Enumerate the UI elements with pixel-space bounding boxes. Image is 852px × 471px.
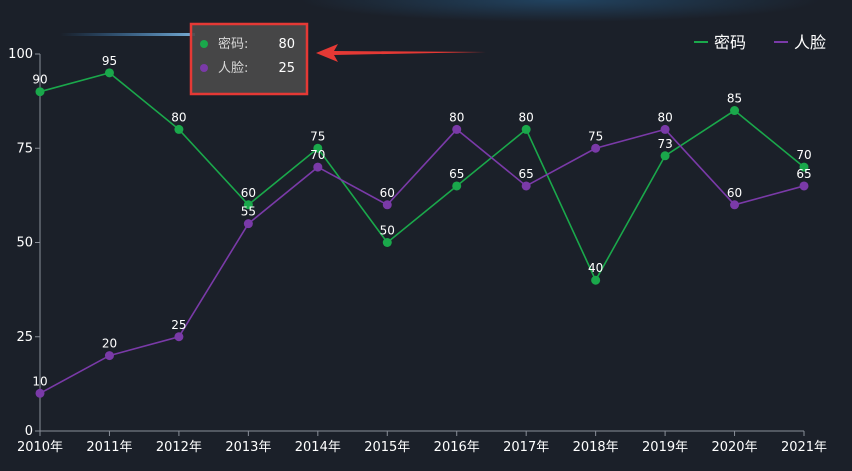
legend-item[interactable]: 密码 [694, 33, 746, 52]
series-layer [35, 68, 809, 398]
data-labels: 90 95 80 60 75 50 65 80 40 73 85 70 10 20 25 55 70 60 80 65… [32, 54, 811, 388]
data-label: 90 [32, 73, 47, 87]
tooltip-value: 25 [278, 61, 295, 76]
data-point[interactable] [799, 181, 809, 191]
series-line [39, 71, 805, 282]
data-label: 70 [310, 148, 325, 162]
tooltip-marker [200, 64, 208, 72]
light-streak [60, 33, 195, 36]
y-tick-label: 50 [16, 236, 33, 251]
y-tick-label: 100 [8, 47, 33, 62]
legend[interactable]: 密码 人脸 [694, 33, 826, 52]
data-label: 60 [241, 186, 256, 200]
tooltip-series-name: 密码: [218, 36, 248, 52]
data-point[interactable] [104, 351, 114, 361]
data-point[interactable] [452, 124, 462, 134]
data-label: 60 [380, 186, 395, 200]
tooltip-value: 80 [278, 37, 295, 52]
data-point[interactable] [799, 162, 809, 172]
data-label: 75 [310, 129, 325, 143]
data-point[interactable] [660, 151, 670, 161]
x-tick-label: 2014年 [295, 440, 341, 455]
x-tick-label: 2015年 [364, 440, 410, 455]
data-label: 25 [171, 318, 186, 332]
x-tick-label: 2021年 [781, 440, 827, 455]
data-label: 95 [102, 54, 117, 68]
x-tick-label: 2011年 [86, 440, 132, 455]
data-point[interactable] [591, 275, 601, 285]
x-tick-label: 2019年 [642, 440, 688, 455]
data-point[interactable] [35, 388, 45, 398]
data-label: 85 [727, 92, 742, 106]
tooltip-marker [200, 40, 208, 48]
legend-item[interactable]: 人脸 [774, 33, 826, 52]
x-tick-label: 2013年 [225, 440, 271, 455]
data-label: 20 [102, 337, 117, 351]
x-tick-label: 2010年 [17, 440, 63, 455]
series-line [39, 128, 805, 395]
legend-label: 人脸 [794, 33, 826, 52]
data-point[interactable] [660, 124, 670, 134]
data-label: 10 [32, 374, 47, 388]
y-tick-label: 75 [16, 141, 33, 156]
tooltip-arrow [316, 44, 486, 62]
data-point[interactable] [730, 106, 740, 116]
data-point[interactable] [382, 238, 392, 247]
data-label: 80 [657, 110, 672, 124]
data-point[interactable] [313, 143, 323, 153]
data-label: 80 [171, 110, 186, 124]
tooltip-box [189, 22, 309, 96]
x-tick-label: 2020年 [711, 440, 757, 455]
data-label: 55 [241, 205, 256, 219]
y-tick-label: 25 [16, 330, 33, 345]
tooltip: 密码: 80 人脸: 25 [189, 22, 309, 96]
data-point[interactable] [104, 68, 114, 78]
data-label: 65 [796, 167, 811, 181]
x-tick-label: 2017年 [503, 440, 549, 455]
data-label: 75 [588, 129, 603, 143]
data-point[interactable] [243, 200, 253, 210]
data-label: 60 [727, 186, 742, 200]
axes: 0 25 50 75 100 2010年 2011年 2012年 2013年 2014年 2015年… [8, 47, 827, 455]
annotation-arrow [316, 44, 486, 62]
data-point[interactable] [174, 124, 184, 134]
data-point[interactable] [382, 200, 392, 210]
data-point[interactable] [521, 124, 531, 134]
data-label: 40 [588, 261, 603, 275]
x-tick-label: 2016年 [434, 440, 480, 455]
data-label: 65 [519, 167, 534, 181]
data-point[interactable] [452, 181, 462, 191]
data-label: 73 [657, 137, 672, 151]
background-glow [300, 0, 820, 22]
data-label: 80 [449, 110, 464, 124]
data-point[interactable] [313, 162, 323, 172]
data-label: 65 [449, 167, 464, 181]
x-tick-label: 2012年 [156, 440, 202, 455]
data-point[interactable] [35, 87, 45, 97]
x-tick-label: 2018年 [573, 440, 619, 455]
data-point[interactable] [730, 200, 740, 210]
data-point[interactable] [521, 181, 531, 191]
data-point[interactable] [591, 143, 601, 153]
y-tick-label: 0 [25, 424, 33, 439]
tooltip-series-name: 人脸: [218, 61, 248, 76]
data-label: 80 [519, 110, 534, 124]
data-label: 50 [380, 224, 395, 238]
legend-label: 密码 [714, 33, 746, 52]
data-point[interactable] [174, 332, 184, 342]
data-point[interactable] [243, 219, 253, 229]
data-label: 70 [796, 148, 811, 162]
